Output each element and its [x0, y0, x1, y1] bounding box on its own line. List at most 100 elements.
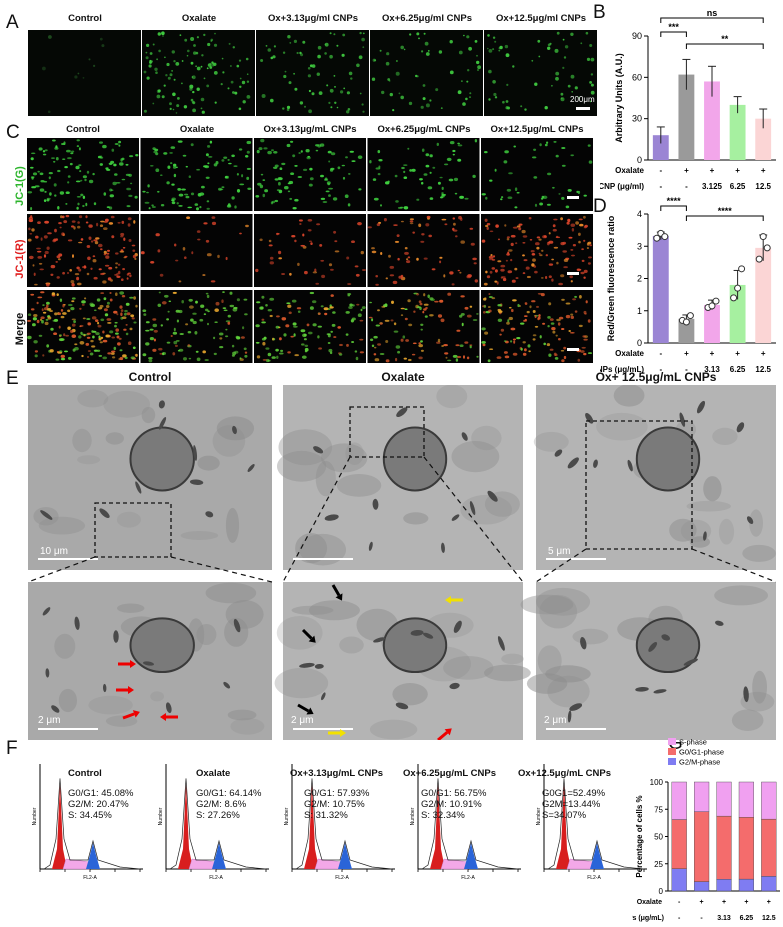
panel-e-scale-bottom: 2 μm: [38, 715, 61, 726]
cell-dot: [67, 309, 71, 313]
organelle: [227, 709, 257, 721]
cell-dot: [27, 191, 33, 194]
cell-dot: [169, 73, 173, 77]
cell-dot: [422, 84, 426, 87]
cell-dot: [492, 255, 496, 258]
cell-dot: [119, 162, 124, 166]
organelle: [536, 587, 591, 616]
cell-dot: [169, 102, 172, 106]
nucleus: [635, 426, 701, 492]
cell-dot: [71, 225, 75, 228]
flow-stat-g0g1: G0/G1: 57.93%: [304, 788, 370, 799]
cell-dot: [75, 165, 80, 170]
cell-dot: [112, 181, 117, 186]
cell-dot: [79, 324, 84, 327]
cell-dot: [162, 35, 164, 37]
cell-dot: [508, 316, 513, 321]
cell-dot: [152, 43, 155, 46]
organelle: [205, 582, 257, 604]
cell-dot: [587, 319, 591, 323]
cell-dot: [106, 301, 110, 305]
cell-dot: [520, 322, 525, 325]
annotation-arrow: [328, 729, 346, 737]
cell-dot: [334, 250, 340, 253]
cell-dot: [173, 327, 176, 332]
cell-dot: [441, 218, 447, 221]
cell-dot: [157, 190, 160, 193]
cell-dot: [307, 74, 311, 78]
zoom-connector: [282, 456, 351, 583]
cell-dot: [175, 112, 178, 114]
cell-dot: [376, 223, 381, 227]
organelle: [712, 427, 738, 445]
mitochondrion: [313, 446, 324, 454]
cell-dot: [498, 238, 500, 241]
cell-dot: [256, 355, 261, 359]
cell-dot: [571, 228, 575, 232]
cell-dot: [362, 110, 365, 113]
cell-dot: [568, 330, 571, 332]
flow-stat-s: S=34.07%: [542, 810, 587, 821]
cell-dot: [34, 354, 38, 358]
flow-stat-s: S: 34.45%: [68, 810, 112, 821]
mitochondrion: [683, 658, 698, 666]
cell-dot: [457, 144, 463, 147]
organelle: [295, 533, 328, 564]
cell-dot: [421, 50, 424, 53]
cell-dot: [388, 80, 391, 82]
cell-dot: [107, 322, 112, 324]
cell-dot: [516, 225, 521, 228]
condition-value: +: [735, 166, 740, 175]
cell-dot: [145, 321, 150, 324]
condition-label: CNP (μg/ml): [600, 182, 644, 191]
cell-dot: [397, 350, 401, 354]
cell-dot: [300, 329, 306, 333]
cell-dot: [507, 196, 513, 199]
cell-dot: [393, 322, 397, 326]
cell-dot: [90, 267, 93, 270]
cell-dot: [93, 309, 97, 312]
cell-dot: [505, 100, 509, 103]
cell-dot: [483, 311, 486, 314]
cell-dot: [328, 101, 331, 104]
cell-dot: [171, 50, 175, 54]
cell-dot: [184, 193, 189, 196]
cell-dot: [379, 322, 383, 325]
cell-dot: [56, 255, 61, 259]
cell-dot: [294, 165, 298, 167]
cell-dot: [36, 301, 39, 305]
cell-dot: [299, 223, 302, 225]
cell-dot: [394, 240, 400, 243]
cell-dot: [542, 322, 546, 325]
cell-dot: [400, 307, 405, 310]
cell-dot: [128, 239, 132, 242]
cell-dot: [333, 336, 337, 338]
cell-dot: [243, 298, 248, 301]
cell-dot: [367, 226, 372, 229]
cell-dot: [184, 38, 188, 42]
cell-dot: [451, 283, 455, 286]
condition-value: 3.13: [704, 365, 720, 374]
cell-dot: [115, 292, 118, 296]
cell-dot: [27, 238, 32, 242]
cell-dot: [491, 267, 496, 270]
cell-dot: [440, 318, 445, 323]
cell-dot: [151, 206, 156, 208]
cell-dot: [170, 335, 173, 337]
cell-dot: [279, 352, 284, 355]
cell-dot: [531, 263, 535, 267]
data-point: [730, 294, 738, 302]
cell-dot: [484, 331, 489, 335]
cell-dot: [449, 40, 453, 44]
cell-dot: [307, 219, 313, 222]
cell-dot: [171, 201, 176, 205]
cell-dot: [225, 335, 229, 338]
mitochondrion: [233, 618, 241, 633]
arrow-head: [340, 729, 346, 737]
cell-dot: [494, 269, 498, 273]
cell-dot: [184, 256, 187, 259]
cell-dot: [377, 150, 381, 154]
data-point: [686, 312, 694, 320]
y-axis-label: Number: [536, 807, 542, 825]
cell-dot: [61, 232, 65, 236]
